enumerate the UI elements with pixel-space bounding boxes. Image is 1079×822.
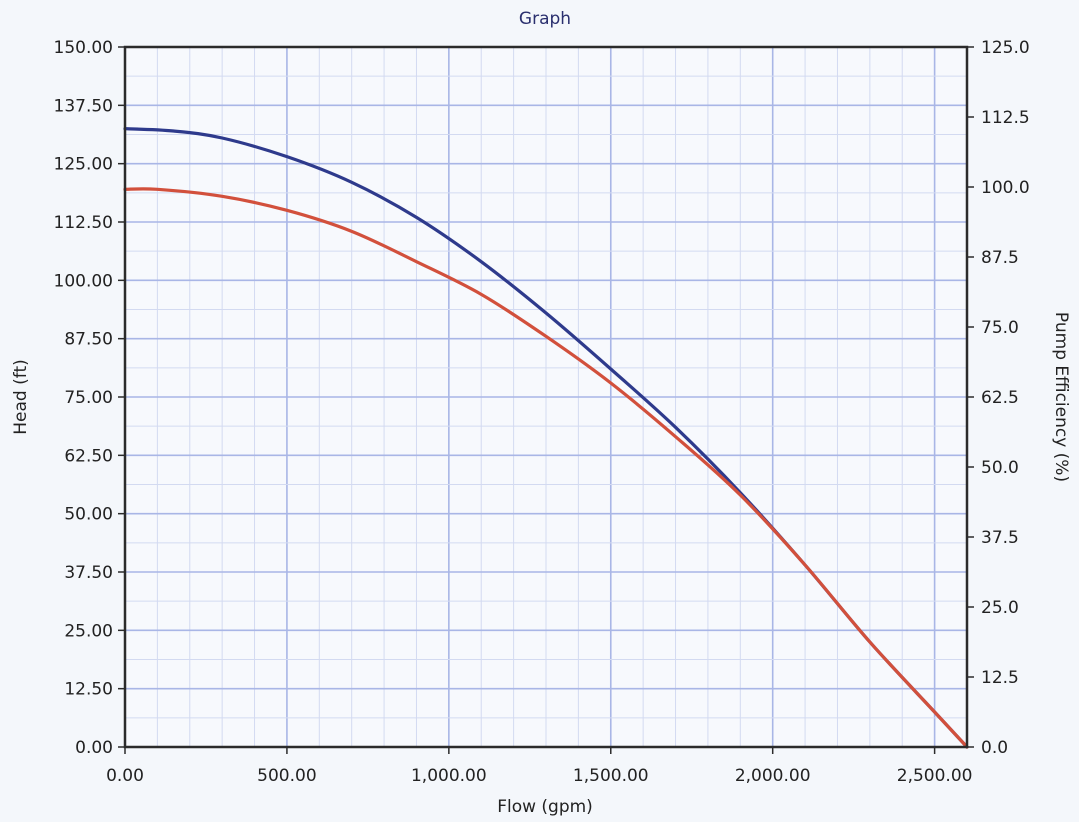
y2-tick-label: 87.5: [981, 248, 1019, 268]
x-tick-label: 500.00: [257, 766, 316, 786]
x-tick-label: 0.00: [106, 766, 144, 786]
y-tick-label: 75.00: [64, 388, 113, 408]
y2-tick-label: 0.0: [981, 738, 1008, 758]
y-tick-label: 125.00: [54, 155, 113, 175]
y2-tick-label: 50.0: [981, 458, 1019, 478]
series-layer: [123, 127, 969, 749]
y-tick-label: 87.50: [64, 330, 113, 350]
y-tick-label: 37.50: [64, 563, 113, 583]
x-tick-label: 1,000.00: [411, 766, 487, 786]
y2-tick-label: 37.5: [981, 528, 1019, 548]
y-axis-label: Head (ft): [11, 359, 31, 434]
y-tick-label: 137.50: [54, 96, 113, 116]
y-tick-label: 0.00: [75, 738, 113, 758]
y-tick-label: 150.00: [54, 38, 113, 58]
y2-tick-label: 125.0: [981, 38, 1030, 58]
y2-tick-label: 75.0: [981, 318, 1019, 338]
y-tick-label: 12.50: [64, 680, 113, 700]
x-tick-label: 2,500.00: [897, 766, 973, 786]
x-axis-ticks: 0.00 500.00 1,000.00 1,500.00 2,000.00 2,500.…: [106, 747, 972, 786]
y-tick-label: 50.00: [64, 505, 113, 525]
series-line-2: [123, 187, 969, 749]
y-tick-label: 112.50: [54, 213, 113, 233]
x-tick-label: 1,500.00: [573, 766, 649, 786]
x-axis-label: Flow (gpm): [497, 797, 593, 817]
y2-axis-label: Pump Efficiency (%): [1051, 312, 1071, 482]
grid: [125, 47, 967, 747]
chart-title: Graph: [519, 9, 571, 29]
y2-tick-label: 12.5: [981, 668, 1019, 688]
y2-tick-label: 25.0: [981, 598, 1019, 618]
y2-tick-label: 112.5: [981, 108, 1030, 128]
y-axis-ticks: 0.00 12.50 25.00 37.50 50.00 62.50 75.00 87.50 1…: [54, 38, 125, 758]
y-tick-label: 100.00: [54, 271, 113, 291]
y2-tick-label: 100.0: [981, 178, 1030, 198]
x-tick-label: 2,000.00: [735, 766, 811, 786]
y-tick-label: 25.00: [64, 621, 113, 641]
y2-axis-ticks: 0.0 12.5 25.0 37.5 50.0 62.5 75.0 87.5 100.0 112.…: [967, 38, 1030, 758]
y-tick-label: 62.50: [64, 446, 113, 466]
y2-tick-label: 62.5: [981, 388, 1019, 408]
